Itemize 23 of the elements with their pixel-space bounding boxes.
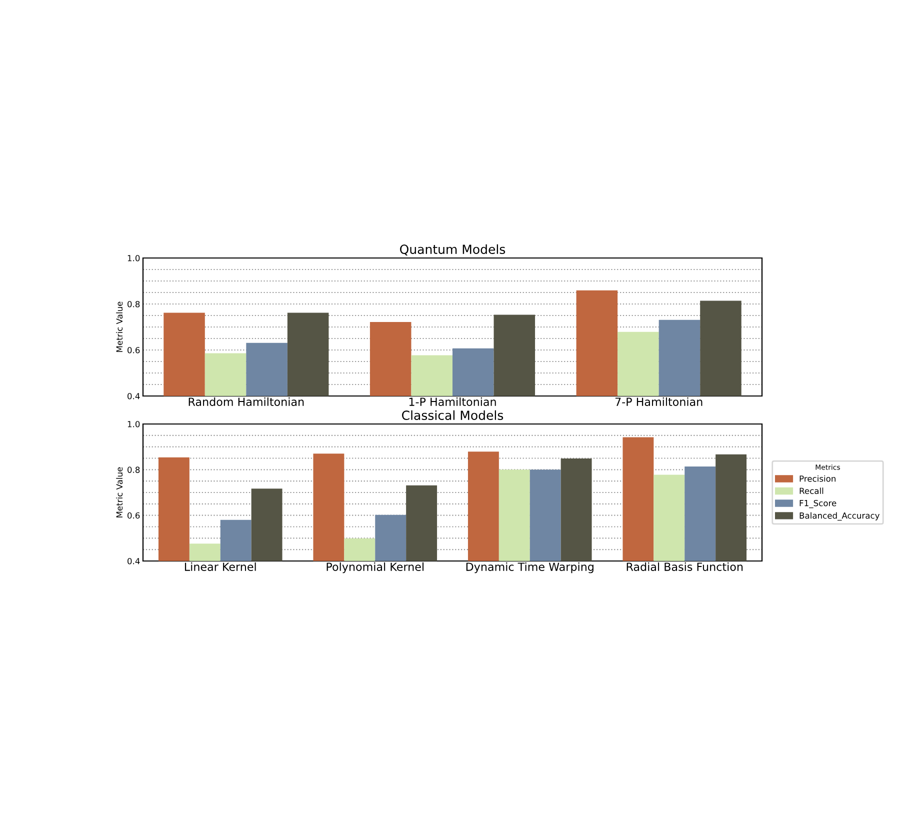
y-tick-label: 0.8 [128, 466, 140, 473]
x-tick-label: Random Hamiltonian [188, 397, 304, 406]
y-tick-label: 1.0 [128, 420, 140, 428]
legend-label: Balanced_Accuracy [800, 512, 880, 521]
y-axis-title: Metric Value [116, 302, 123, 352]
y-tick-label: 0.4 [128, 558, 140, 564]
x-tick-label: 1-P Hamiltonian [409, 397, 496, 406]
x-tick-label: Linear Kernel [184, 562, 256, 571]
legend-label: Recall [800, 488, 824, 494]
x-tick-label: 7-P Hamiltonian [615, 397, 702, 406]
legend-label: F1_Score [800, 500, 836, 508]
chart-title: Classical Models [402, 410, 504, 420]
y-tick-label: 0.6 [128, 512, 140, 519]
chart-title: Quantum Models [400, 244, 506, 256]
y-tick-label: 0.4 [128, 392, 140, 400]
x-tick-label: Radial Basis Function [626, 562, 743, 571]
y-tick-label: 0.6 [128, 346, 140, 354]
legend-label: Precision [800, 475, 836, 482]
y-axis-title: Metric Value [116, 467, 123, 518]
x-tick-label: Dynamic Time Warping [466, 562, 594, 574]
x-tick-label: Polynomial Kernel [326, 562, 424, 574]
y-tick-label: 1.0 [128, 254, 140, 262]
y-tick-label: 0.8 [128, 300, 140, 308]
